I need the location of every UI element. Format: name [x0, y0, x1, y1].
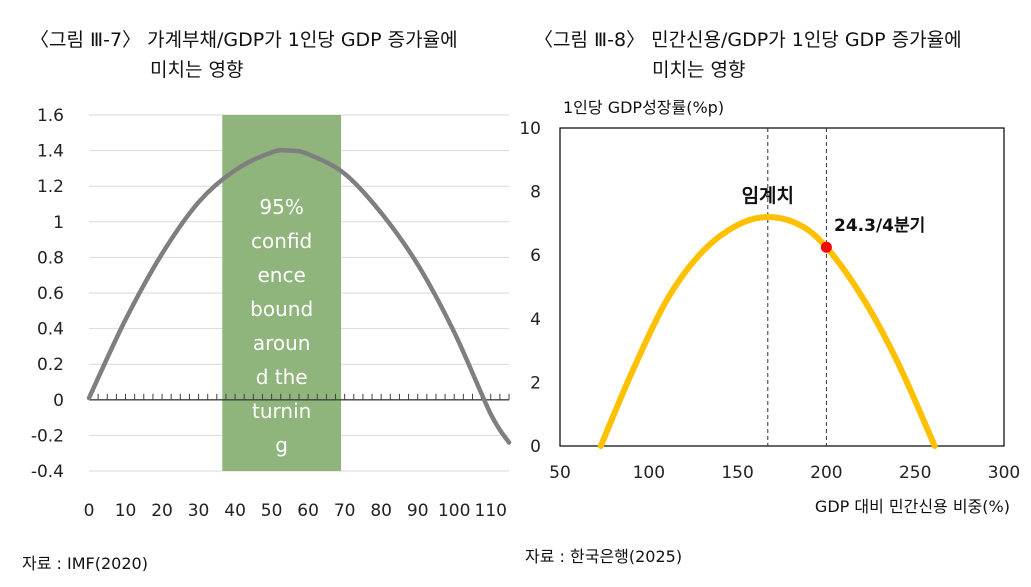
left-x-tick-label: 0: [84, 501, 95, 521]
right-y-tick-label: 0: [530, 437, 541, 457]
right-y-tick-label: 10: [519, 119, 541, 139]
band-label-line: 95%: [259, 195, 303, 219]
band-label-line: d the: [256, 365, 308, 389]
left-source-note: 자료 : IMF(2020): [22, 554, 148, 573]
left-y-tick-label: 1.6: [37, 106, 64, 126]
band-label-line: confid: [251, 229, 312, 253]
left-y-tick-label: 0.2: [37, 355, 64, 375]
left-x-tick-label: 10: [115, 501, 137, 521]
right-y-tick-label: 8: [530, 183, 541, 203]
left-y-tick-label: 0.6: [37, 284, 64, 304]
right-x-tick-label: 100: [633, 463, 665, 483]
left-title-line2: 미치는 영향: [150, 59, 244, 81]
right-title-line1: 〈그림 Ⅲ-8〉 민간신용/GDP가 1인당 GDP 증가율에: [534, 29, 962, 51]
left-y-tick-label: 0: [53, 391, 64, 411]
right-x-tick-label: 250: [899, 463, 931, 483]
right-y-tick-label: 6: [530, 246, 541, 266]
left-title-line1: 〈그림 Ⅲ-7〉 가계부채/GDP가 1인당 GDP 증가율에: [30, 29, 458, 51]
left-x-tick-label: 60: [297, 501, 319, 521]
band-label-line: turnin: [252, 399, 311, 423]
left-y-tick-label: 1: [53, 213, 64, 233]
left-curve: [86, 147, 512, 445]
left-y-tick-label: 1.4: [37, 142, 64, 162]
right-y-tick-label: 4: [530, 310, 541, 330]
left-x-tick-label: 90: [407, 501, 429, 521]
band-label-line: aroun: [253, 331, 311, 355]
band-label-line: g: [275, 433, 288, 457]
left-y-tick-label: 0.4: [37, 320, 64, 340]
left-y-tick-label: 1.2: [37, 177, 64, 197]
left-x-tick-label: 30: [188, 501, 210, 521]
left-x-tick-label: 80: [370, 501, 392, 521]
left-y-tick-label: 0.8: [37, 248, 64, 268]
right-y-axis-label: 1인당 GDP성장률(%p): [563, 98, 724, 117]
left-y-tick-label: -0.4: [31, 462, 64, 482]
right-chart: 임계치 24.3/4분기 10 8 6 4 2 0 50 100 150 200 250 300 1인당 G…: [519, 98, 1020, 516]
right-title-line2: 미치는 영향: [652, 59, 746, 81]
right-y-tick-label: 2: [530, 373, 541, 393]
confidence-band: [222, 115, 341, 471]
band-label-line: bound: [250, 297, 313, 321]
threshold-annotation: 임계치: [742, 185, 794, 207]
right-curve: [597, 213, 938, 449]
right-x-tick-label: 300: [988, 463, 1020, 483]
left-x-tick-label: 100: [438, 501, 470, 521]
left-chart-title: 〈그림 Ⅲ-7〉 가계부채/GDP가 1인당 GDP 증가율에 미치는 영향: [30, 25, 458, 85]
right-plot-frame: [559, 127, 1005, 447]
left-y-tick-label: -0.2: [31, 426, 64, 446]
right-x-tick-label: 150: [721, 463, 753, 483]
left-x-tick-label: 40: [224, 501, 246, 521]
current-quarter-annotation: 24.3/4분기: [834, 216, 925, 236]
left-x-tick-label: 20: [151, 501, 173, 521]
left-x-tick-label: 110: [475, 501, 507, 521]
band-label-line: ence: [258, 263, 306, 287]
current-point-marker: [820, 241, 832, 253]
right-x-axis-label: GDP 대비 민간신용 비중(%): [815, 497, 1010, 516]
right-source-note: 자료 : 한국은행(2025): [525, 547, 683, 566]
right-x-tick-label: 50: [549, 463, 571, 483]
left-x-tick-label: 50: [261, 501, 283, 521]
left-x-tick-label: 70: [334, 501, 356, 521]
right-x-tick-label: 200: [810, 463, 842, 483]
right-chart-title: 〈그림 Ⅲ-8〉 민간신용/GDP가 1인당 GDP 증가율에 미치는 영향: [534, 25, 962, 85]
